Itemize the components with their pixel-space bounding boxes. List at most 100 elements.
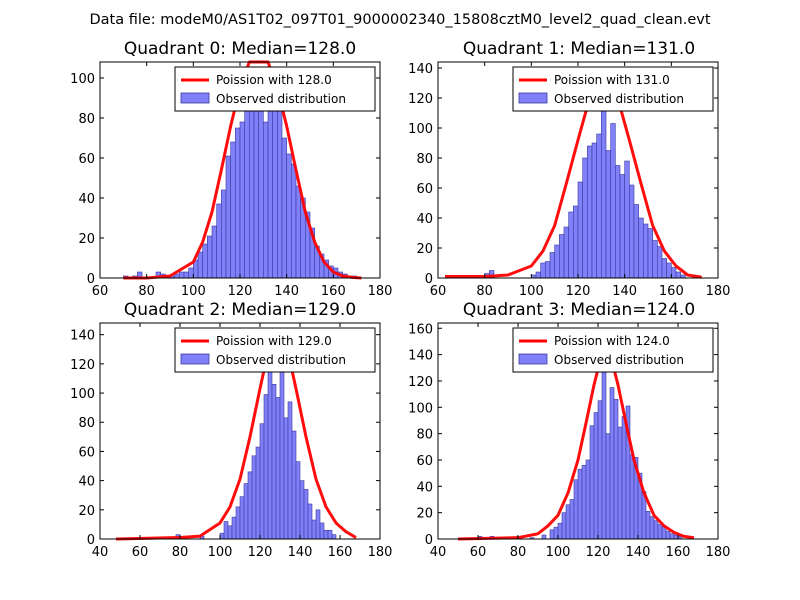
quadrant-0-x-tick-label: 80: [138, 284, 155, 299]
quadrant-3-y-tick-label: 160: [408, 322, 433, 337]
quadrant-2-bar: [319, 522, 325, 540]
quadrant-3-bar: [609, 387, 615, 540]
quadrant-1-bar: [666, 262, 672, 279]
quadrant-3-y-tick-label: 100: [408, 401, 433, 416]
quadrant-2-x-tick-label: 140: [288, 545, 313, 560]
quadrant-0-legend-bar-swatch: [180, 92, 210, 104]
quadrant-2-bar: [295, 461, 301, 540]
quadrant-2-bar: [251, 455, 257, 540]
quadrant-1-y-tick-label: 100: [408, 122, 433, 137]
quadrant-0-bar: [221, 189, 227, 279]
quadrant-1-bar: [675, 271, 681, 279]
quadrant-1-bar: [582, 157, 588, 279]
quadrant-2-legend-box: [174, 327, 376, 373]
quadrant-1-bar: [554, 244, 560, 279]
quadrant-3-bar: [673, 534, 679, 540]
quadrant-3-x-tick-label: 40: [430, 545, 447, 560]
quadrant-2-panel: Quadrant 2: Median=129.0 40 60 80 100 120 140…: [70, 300, 392, 560]
quadrant-1-x-tick-label: 120: [566, 284, 591, 299]
quadrant-1-bar: [535, 271, 541, 279]
quadrant-0-bar: [216, 203, 222, 279]
quadrant-3-bar: [593, 412, 599, 540]
quadrant-0-bar: [183, 271, 189, 279]
quadrant-1-legend-bar-swatch: [518, 92, 548, 104]
quadrant-1-bar: [624, 160, 630, 279]
quadrant-3-y-tick-label: 60: [416, 454, 433, 469]
quadrant-3-y-tick-label: 0: [425, 533, 433, 548]
quadrant-0-bar: [230, 141, 236, 279]
quadrant-1-bar: [577, 181, 583, 279]
quadrant-1-bar: [545, 261, 551, 279]
quadrant-2-bar: [331, 534, 337, 540]
quadrant-3-bar: [565, 504, 571, 540]
quadrant-1-bar: [563, 226, 569, 279]
quadrant-2-y-tick-label: 60: [78, 445, 95, 460]
quadrant-0-bar: [272, 101, 278, 279]
quadrant-3-x-tick-label: 100: [546, 545, 571, 560]
quadrant-0-x-tick-label: 120: [228, 284, 253, 299]
quadrant-2-x-tick-label: 100: [208, 545, 233, 560]
quadrant-0-bar: [295, 185, 301, 279]
quadrant-3-bar: [589, 425, 595, 540]
quadrant-3-bar: [569, 499, 575, 540]
quadrant-0-panel: Quadrant 0: Median=128.0 60 80 100 120 140 16…: [70, 39, 392, 299]
quadrant-1-bar: [652, 240, 658, 279]
quadrant-1-y-tick-label: 60: [416, 182, 433, 197]
quadrant-0-bar: [244, 101, 250, 279]
quadrant-0-y-tick-label: 20: [78, 232, 95, 247]
quadrant-3-bar: [617, 426, 623, 540]
quadrant-3-bar: [597, 400, 603, 540]
quadrant-2-legend-bar-swatch: [180, 353, 210, 365]
quadrant-1-x-tick-label: 180: [706, 284, 731, 299]
quadrant-0-legend-bar-label: Observed distribution: [216, 92, 346, 106]
quadrant-3-x-tick-label: 60: [470, 545, 487, 560]
quadrant-2-bar: [239, 496, 245, 540]
quadrant-2-bar: [299, 480, 305, 540]
quadrant-2-bar: [223, 521, 229, 540]
quadrant-3-bar: [649, 516, 655, 540]
quadrant-0-bar: [225, 155, 231, 279]
quadrant-0-bar: [277, 103, 283, 279]
quadrant-1-legend-box: [512, 66, 714, 112]
quadrant-2-legend-bar-label: Observed distribution: [216, 353, 346, 367]
quadrant-2-bar: [271, 383, 277, 540]
quadrant-3-y-tick-label: 80: [416, 428, 433, 443]
quadrant-3-legend-bar-label: Observed distribution: [554, 353, 684, 367]
quadrant-1-bar: [540, 262, 546, 279]
quadrant-3-bar: [613, 399, 619, 540]
quadrant-3-bar: [669, 533, 675, 540]
quadrant-0-x-tick-label: 140: [274, 284, 299, 299]
quadrant-3-y-tick-label: 20: [416, 507, 433, 522]
quadrant-1-bar: [633, 204, 639, 279]
quadrant-2-bar: [255, 446, 261, 540]
quadrant-1-x-tick-label: 80: [476, 284, 493, 299]
quadrant-3-bar: [553, 526, 559, 540]
quadrant-0-x-tick-label: 60: [92, 284, 109, 299]
quadrant-2-y-tick-label: 140: [70, 329, 95, 344]
quadrant-2-bar: [291, 430, 297, 540]
quadrant-1-bar: [591, 142, 597, 279]
quadrant-2-bar: [275, 397, 281, 540]
quadrant-2-bar: [235, 506, 241, 540]
quadrant-2-bar: [227, 525, 233, 540]
quadrant-2-y-tick-label: 40: [78, 475, 95, 490]
quadrant-1-bar: [596, 133, 602, 279]
quadrant-2-y-tick-label: 120: [70, 358, 95, 373]
quadrant-1-legend-line-label: Poission with 131.0: [554, 73, 670, 87]
quadrant-0-y-tick-label: 100: [70, 72, 95, 87]
quadrant-2-bar: [311, 519, 317, 540]
quadrant-2-title: Quadrant 2: Median=129.0: [124, 300, 356, 320]
quadrant-0-bar: [188, 267, 194, 279]
quadrant-3-bar: [621, 416, 627, 540]
quadrant-1-y-tick-label: 0: [425, 272, 433, 287]
quadrant-2-bar: [231, 516, 237, 540]
quadrant-0-bar: [197, 251, 203, 279]
quadrant-1-y-tick-label: 120: [408, 92, 433, 107]
quadrant-2-y-tick-label: 0: [87, 533, 95, 548]
quadrant-3-legend-bar-swatch: [518, 353, 548, 365]
quadrant-3-axes-frame: [437, 322, 719, 540]
quadrant-2-y-tick-label: 100: [70, 387, 95, 402]
quadrant-0-bar: [291, 163, 297, 279]
quadrant-0-bar: [179, 271, 185, 279]
